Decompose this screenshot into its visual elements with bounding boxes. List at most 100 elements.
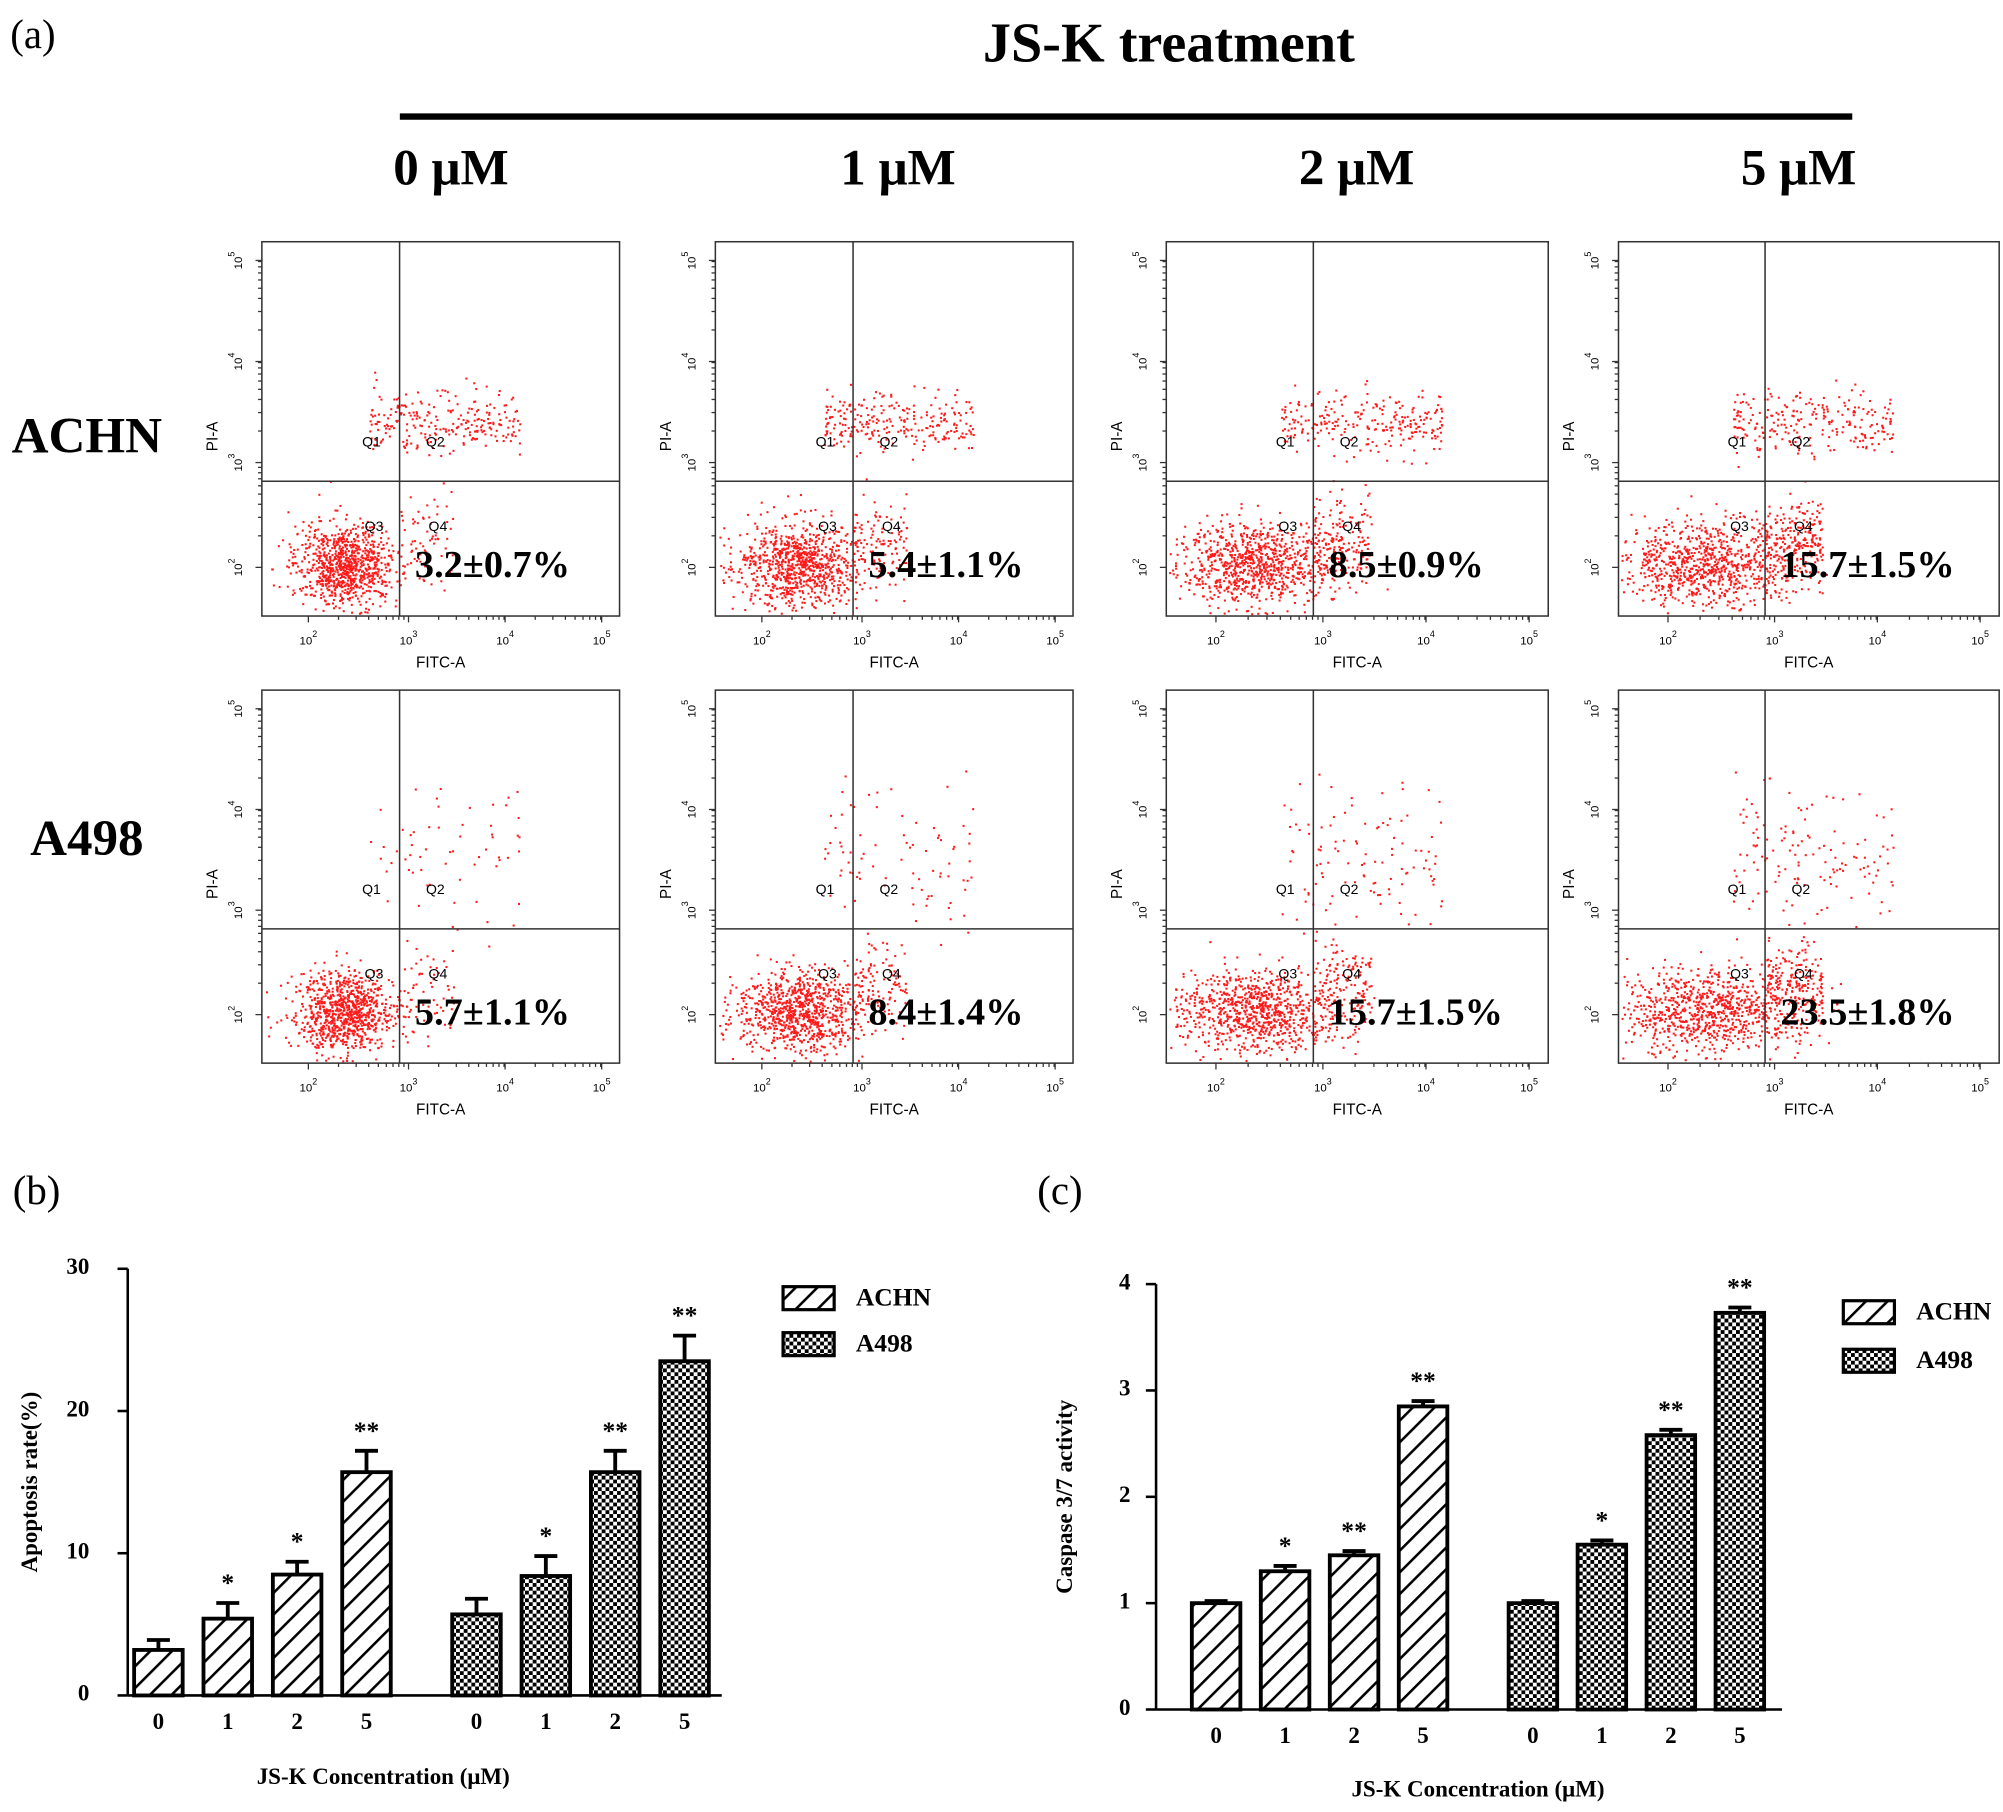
event-dot — [791, 593, 794, 596]
event-dot — [1216, 580, 1219, 583]
event-dot — [1314, 518, 1317, 521]
event-dot — [392, 550, 395, 553]
event-dot — [1231, 524, 1234, 527]
event-dot — [1245, 549, 1248, 552]
event-dot — [772, 557, 775, 560]
event-dot — [732, 570, 735, 573]
event-dot — [783, 588, 786, 591]
event-dot — [749, 598, 752, 601]
event-dot — [1332, 557, 1335, 560]
event-dot — [756, 576, 759, 579]
event-dot — [1287, 569, 1290, 572]
event-dot — [361, 557, 364, 560]
event-dot — [1211, 524, 1214, 527]
event-dot — [404, 404, 407, 407]
event-dot — [1219, 552, 1222, 555]
event-dot — [1253, 573, 1256, 576]
event-dot — [945, 403, 948, 406]
event-dot — [775, 548, 778, 551]
event-dot — [1319, 572, 1322, 575]
event-dot — [449, 409, 452, 413]
event-dot — [840, 539, 843, 542]
event-dot — [1778, 555, 1781, 558]
event-dot — [1301, 428, 1304, 431]
event-dot — [404, 446, 407, 449]
event-dot — [1654, 591, 1657, 594]
event-dot — [1327, 548, 1330, 551]
event-dot — [1296, 572, 1300, 575]
event-dot — [1233, 567, 1237, 570]
event-dot — [1704, 526, 1707, 529]
event-dot — [1330, 568, 1333, 571]
event-dot — [1660, 570, 1663, 573]
event-dot — [818, 562, 821, 565]
event-dot — [1241, 582, 1244, 585]
event-dot — [340, 584, 343, 587]
event-dot — [1668, 557, 1671, 560]
event-dot — [828, 537, 831, 541]
event-dot — [814, 596, 817, 599]
event-dot — [1258, 588, 1261, 591]
event-dot — [1271, 527, 1274, 530]
event-dot — [337, 553, 340, 556]
event-dot — [808, 540, 811, 543]
event-dot — [1712, 599, 1715, 602]
event-dot — [723, 581, 726, 584]
event-dot — [510, 398, 513, 401]
event-dot — [1670, 589, 1673, 592]
event-dot — [448, 433, 451, 436]
event-dot — [1281, 562, 1284, 565]
event-dot — [1184, 525, 1187, 528]
event-dot — [882, 409, 885, 412]
event-dot — [792, 606, 795, 609]
event-dot — [1217, 569, 1220, 572]
event-dot — [339, 576, 342, 579]
event-dot — [1213, 594, 1216, 597]
event-dot — [1726, 590, 1729, 593]
event-dot — [371, 574, 374, 577]
event-dot — [302, 520, 305, 524]
event-dot — [1744, 566, 1747, 569]
event-dot — [776, 559, 779, 562]
event-dot — [1231, 548, 1234, 551]
event-dot — [359, 562, 362, 565]
event-dot — [419, 542, 422, 545]
event-dot — [474, 438, 477, 441]
event-dot — [786, 570, 789, 573]
event-dot — [1722, 546, 1725, 549]
event-dot — [1684, 520, 1687, 523]
event-dot — [447, 409, 450, 412]
event-dot — [338, 551, 341, 554]
event-dot — [1650, 540, 1653, 543]
event-dot — [790, 536, 793, 539]
event-dot — [824, 593, 827, 596]
event-dot — [811, 602, 814, 605]
event-dot — [808, 566, 811, 569]
event-dot — [334, 550, 337, 553]
event-dot — [481, 431, 484, 434]
event-dot — [802, 520, 805, 523]
event-dot — [1815, 516, 1819, 519]
event-dot — [1267, 542, 1270, 545]
event-dot — [1706, 532, 1709, 535]
event-dot — [371, 556, 374, 559]
event-dot — [732, 595, 735, 599]
event-dot — [950, 429, 953, 432]
event-dot — [1644, 576, 1647, 579]
event-dot — [1720, 576, 1723, 579]
event-dot — [348, 544, 351, 547]
event-dot — [1300, 581, 1303, 584]
event-dot — [758, 558, 761, 561]
tick-exponent: 3 — [680, 454, 690, 459]
event-dot — [1791, 576, 1794, 579]
event-dot — [1786, 526, 1790, 530]
event-dot — [856, 550, 859, 553]
event-dot — [791, 555, 794, 558]
event-dot — [1691, 537, 1694, 540]
event-dot — [320, 578, 323, 581]
event-dot — [1681, 565, 1684, 568]
event-dot — [812, 578, 815, 582]
event-dot — [296, 533, 299, 536]
event-dot — [1733, 527, 1736, 530]
event-dot — [1317, 559, 1320, 562]
